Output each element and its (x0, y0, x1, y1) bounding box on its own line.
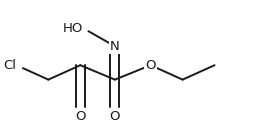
Text: O: O (75, 110, 86, 123)
Text: O: O (110, 110, 120, 123)
Text: N: N (110, 40, 120, 53)
Text: Cl: Cl (3, 59, 16, 72)
Text: HO: HO (62, 22, 83, 34)
Text: O: O (145, 59, 156, 72)
